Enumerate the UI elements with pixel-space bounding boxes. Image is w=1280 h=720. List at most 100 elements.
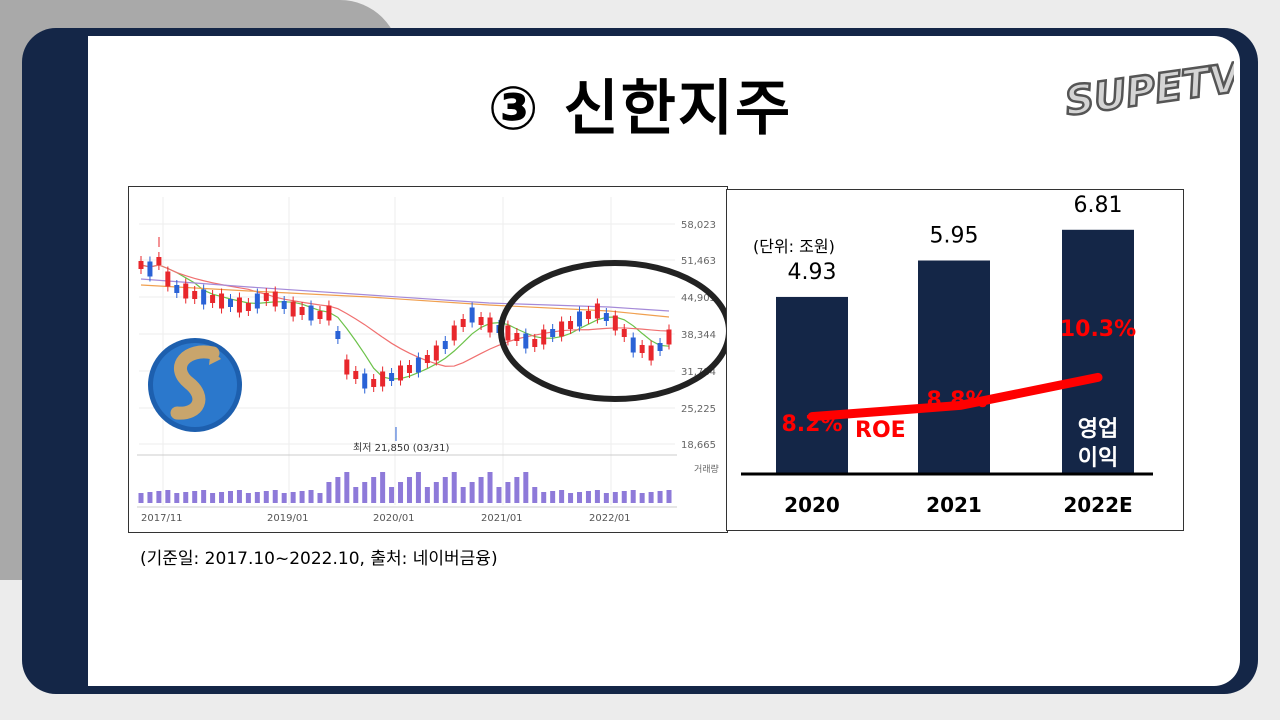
volume-bar (389, 487, 395, 503)
candle (290, 301, 296, 317)
candle (227, 299, 233, 307)
profit-value-label: 5.95 (930, 224, 979, 249)
candle (272, 291, 278, 307)
volume-bar (254, 492, 260, 503)
candle (317, 311, 323, 319)
candle (639, 345, 645, 353)
candle (299, 307, 305, 315)
stock-x-tick: 2022/01 (589, 513, 631, 524)
supertv-logo: SUPETV (1061, 53, 1234, 122)
volume-bar (138, 493, 144, 503)
stock-y-tick: 18,665 (681, 440, 716, 451)
candle (389, 373, 395, 381)
candle (371, 379, 377, 387)
stock-y-tick: 25,225 (681, 404, 716, 415)
roe-value-label: 8.2% (781, 412, 842, 437)
volume-bar (236, 490, 242, 503)
candle (254, 293, 260, 309)
roe-value-label: 8.8% (926, 388, 987, 413)
stock-y-tick: 44,903 (681, 293, 716, 304)
volume-bar (415, 472, 421, 503)
candle (183, 283, 189, 299)
volume-bar (657, 491, 663, 503)
volume-bar (478, 477, 484, 503)
roe-value-label: 10.3% (1060, 317, 1136, 342)
stock-y-tick: 38,344 (681, 330, 716, 341)
candle (335, 331, 341, 339)
candle (380, 371, 386, 387)
candle (344, 359, 350, 375)
candle (281, 301, 287, 309)
volume-bar (433, 482, 439, 503)
candle (138, 261, 144, 269)
volume-bar (442, 477, 448, 503)
category-label: 2022E (1063, 493, 1132, 517)
stock-x-tick: 2017/11 (141, 513, 183, 524)
volume-bar (532, 487, 538, 503)
candle (594, 303, 600, 319)
candle (424, 355, 430, 363)
operating-profit-chart: (단위: 조원) 4.93 5.95 6.81 2020 2021 2022E 8.2%… (726, 189, 1184, 531)
volume-bar (469, 482, 475, 503)
candle (550, 329, 556, 337)
candle (559, 321, 565, 337)
candle (577, 311, 583, 327)
candle (219, 293, 225, 309)
volume-bar (210, 493, 216, 503)
roe-series-label: ROE (855, 418, 906, 443)
ma-short-line (140, 264, 670, 380)
volume-bar (559, 490, 565, 503)
candle (532, 339, 538, 347)
volume-bar (308, 490, 314, 503)
volume-bar (630, 490, 636, 503)
candle (666, 329, 672, 345)
profit-value-label: 6.81 (1074, 193, 1123, 218)
candle (657, 343, 663, 351)
unit-label: (단위: 조원) (753, 237, 835, 256)
profit-bar (1062, 229, 1134, 473)
candle (568, 321, 574, 329)
candle (165, 271, 171, 287)
profit-value-label: 4.93 (788, 260, 837, 285)
stock-chart-svg: 58,023 51,463 44,903 38,344 31,784 25,225 18,6… (137, 197, 732, 524)
candle (236, 297, 242, 313)
candle (505, 325, 511, 341)
volume-bar (666, 490, 672, 503)
bar-series-label-line2: 이익 (1078, 446, 1118, 471)
volume-bar (594, 490, 600, 503)
volume-bar (639, 493, 645, 503)
profit-bar (918, 260, 990, 473)
candle (478, 317, 484, 325)
volume-bar (281, 493, 287, 503)
candle (514, 333, 520, 341)
candle (433, 345, 439, 361)
bar-chart-svg: (단위: 조원) 4.93 5.95 6.81 2020 2021 2022E 8.2%… (741, 193, 1153, 517)
candle (326, 305, 332, 321)
volume-label: 거래량 (694, 463, 719, 475)
logo-text: SUPETV (1062, 55, 1234, 122)
candle (201, 289, 207, 305)
volume-bar (541, 492, 547, 503)
volume-bar (353, 487, 359, 503)
volume-bar (460, 487, 466, 503)
candle (398, 365, 404, 381)
volume-bar (219, 492, 225, 503)
ma-longest-line (140, 278, 670, 312)
volume-bar (192, 491, 198, 503)
candle (541, 329, 547, 345)
candle (174, 285, 180, 293)
volume-bar (326, 482, 332, 503)
volume-bar (585, 491, 591, 503)
candle (487, 317, 493, 333)
volume-bar (263, 491, 269, 503)
volume-bar (317, 493, 323, 503)
page-title: ③ 신한지주 (487, 74, 793, 144)
volume-bar (568, 493, 574, 503)
candle (648, 345, 654, 361)
volume-bar (577, 492, 583, 503)
volume-bar (424, 487, 430, 503)
candle (442, 341, 448, 349)
volume-bar (380, 472, 386, 503)
volume-bar (290, 492, 296, 503)
candle (353, 371, 359, 379)
